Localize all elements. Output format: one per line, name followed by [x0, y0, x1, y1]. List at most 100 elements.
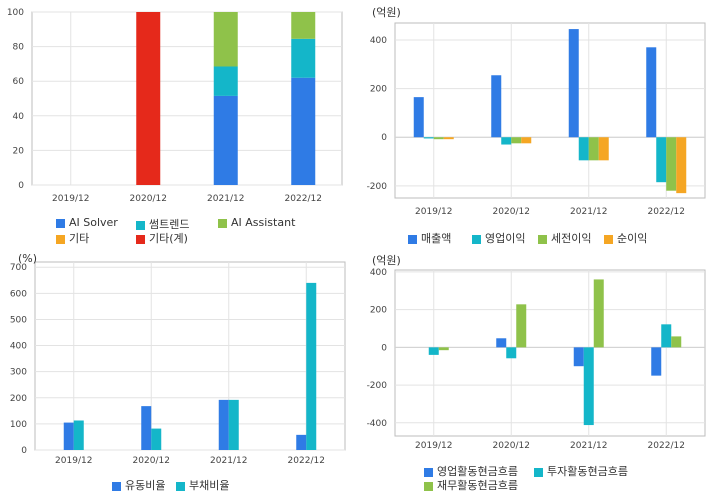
bar-순이익 — [443, 137, 454, 140]
x-tick-label: 2022/12 — [285, 194, 322, 204]
chart-cashflow: -400 -200 0 200 400 2019/12 2020/12 2021/12 2022… — [367, 268, 706, 451]
bar-투자활동현금흐름 — [506, 347, 517, 359]
y-tick-label: 100 — [7, 8, 24, 18]
legend-swatch — [538, 234, 547, 244]
x-tick-label: 2022/12 — [288, 456, 325, 466]
bar-영업이익 — [501, 137, 512, 145]
y-tick-label: 80 — [13, 43, 25, 53]
legend-swatch — [56, 218, 65, 228]
legend-ratios: 유동비율 부채비율 — [0, 248, 360, 496]
bar-영업활동현금흐름 — [651, 347, 662, 376]
chart-panel-ratios: (%) 0 100 200 300 400 500 600 700 2019/12 2020/12… — [0, 248, 360, 496]
legend-swatch — [472, 234, 481, 244]
bar-부채비율 — [151, 428, 162, 450]
legend-label: 세전이익 — [551, 232, 592, 245]
bar-세전이익 — [588, 137, 599, 161]
legend-swatch — [136, 234, 145, 244]
chart-income: -200 0 200 400 2019/12 2020/12 2021/12 2022/12 — [367, 22, 706, 217]
legend-label: 부채비율 — [189, 479, 230, 492]
legend-swatch — [112, 481, 121, 491]
bar-세전이익 — [511, 137, 522, 144]
legend-label: 순이익 — [617, 232, 648, 245]
x-tick-label: 2019/12 — [415, 441, 452, 451]
bar-영업이익 — [656, 137, 667, 183]
legend-item[interactable]: 영업활동현금흐름 — [424, 463, 518, 479]
x-tick-label: 2022/12 — [648, 441, 685, 451]
bar-매출액 — [646, 47, 657, 138]
legend-label: 기타(계) — [149, 232, 188, 245]
x-tick-label: 2022/12 — [648, 207, 685, 217]
y-tick-label: 0 — [18, 181, 24, 191]
legend-label: 영업이익 — [485, 232, 526, 245]
legend-composition: AI Solver 썸트렌드 AI Assistant 기타 기타(계) — [0, 0, 360, 248]
y-tick-label: 100 — [10, 420, 27, 430]
y-tick-label: 300 — [10, 368, 27, 378]
chart-composition: 0 20 40 60 80 100 2019/12 2020/12 2021/12 2022/12 — [7, 8, 343, 204]
legend-swatch — [604, 234, 613, 244]
x-tick-label: 2019/12 — [52, 194, 89, 204]
legend-item[interactable]: AI Assistant — [218, 216, 295, 229]
y-tick-label: 0 — [21, 446, 27, 456]
y-tick-label: 400 — [10, 342, 27, 352]
legend-item[interactable]: 세전이익 — [538, 230, 591, 246]
bar-AI Solver — [291, 77, 316, 185]
legend-swatch — [56, 234, 65, 244]
legend-item[interactable]: 매출액 — [408, 230, 451, 246]
x-tick-label: 2021/12 — [210, 456, 247, 466]
legend-label: 매출액 — [421, 232, 452, 245]
y-tick-label: 20 — [13, 146, 25, 156]
legend-item[interactable]: 기타 — [56, 230, 89, 246]
chart-ratios: 0 100 200 300 400 500 600 700 2019/12 2020/12 2021… — [10, 261, 346, 466]
x-tick-label: 2020/12 — [130, 194, 167, 204]
y-tick-label: 40 — [13, 112, 25, 122]
bar-부채비율 — [306, 282, 317, 450]
y-tick-label: 0 — [381, 343, 387, 353]
bar-영업이익 — [423, 137, 434, 139]
legend-swatch — [136, 220, 145, 230]
bar-영업이익 — [578, 137, 589, 161]
bar-순이익 — [676, 137, 687, 194]
legend-item[interactable]: 재무활동현금흐름 — [424, 477, 518, 493]
bar-부채비율 — [73, 420, 84, 450]
y-tick-label: 700 — [10, 263, 27, 273]
y-tick-label: 0 — [381, 133, 387, 143]
legend-item[interactable]: 부채비율 — [176, 477, 229, 493]
y-tick-label: 60 — [13, 77, 25, 87]
y-tick-label: 200 — [10, 394, 27, 404]
legend-item[interactable]: 영업이익 — [472, 230, 525, 246]
x-tick-label: 2021/12 — [570, 441, 607, 451]
y-tick-label: 500 — [10, 315, 27, 325]
bar-기타(계) — [136, 12, 161, 185]
legend-swatch — [218, 218, 227, 228]
bar-투자활동현금흐름 — [661, 324, 672, 348]
bar-세전이익 — [666, 137, 677, 191]
y-tick-label: -200 — [367, 381, 388, 391]
legend-label: 재무활동현금흐름 — [437, 479, 518, 492]
legend-label: 영업활동현금흐름 — [437, 465, 518, 478]
y-tick-label: 600 — [10, 289, 27, 299]
bar-AI Assistant — [213, 12, 238, 67]
legend-label: AI Solver — [69, 216, 118, 229]
bar-재무활동현금흐름 — [593, 279, 604, 348]
y-tick-label: -200 — [367, 182, 388, 192]
legend-item[interactable]: 순이익 — [604, 230, 647, 246]
bar-매출액 — [568, 29, 579, 138]
bar-매출액 — [491, 75, 502, 138]
unit-label: (%) — [18, 252, 38, 265]
y-tick-label: 400 — [370, 36, 387, 46]
bar-썸트렌드 — [213, 66, 238, 96]
legend-label: AI Assistant — [231, 216, 296, 229]
legend-item[interactable]: 썸트렌드 — [136, 216, 189, 232]
chart-panel-cashflow: (억원) -400 -200 0 200 400 2019/12 2020/12 2021/1… — [360, 248, 720, 496]
legend-label: 투자활동현금흐름 — [547, 465, 628, 478]
legend-swatch — [424, 467, 433, 477]
legend-item[interactable]: 투자활동현금흐름 — [534, 463, 628, 479]
legend-item[interactable]: 유동비율 — [112, 477, 165, 493]
legend-item[interactable]: 기타(계) — [136, 230, 188, 246]
legend-item[interactable]: AI Solver — [56, 216, 118, 229]
x-tick-label: 2021/12 — [207, 194, 244, 204]
bar-투자활동현금흐름 — [583, 347, 594, 426]
bar-매출액 — [413, 97, 424, 138]
bar-유동비율 — [296, 434, 307, 450]
legend-income: 매출액 영업이익 세전이익 순이익 — [360, 0, 720, 248]
